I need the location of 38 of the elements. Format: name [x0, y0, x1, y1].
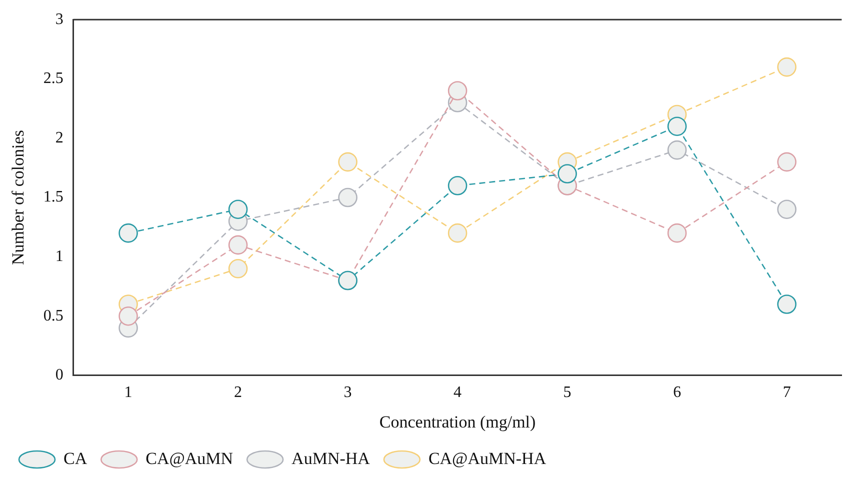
point: [448, 81, 468, 100]
point: [118, 223, 138, 243]
y-tick-label: 1.5: [43, 188, 64, 206]
x-tick-label: 2: [234, 384, 242, 402]
point: [448, 176, 468, 196]
legend-label: CA@AuMN-HA: [428, 448, 547, 468]
y-tick-label: 2: [55, 129, 64, 146]
point: [667, 140, 687, 160]
legend-label: CA@AuMN: [146, 448, 234, 468]
y-tick-label: 1: [55, 248, 64, 266]
x-tick-label: 3: [344, 384, 352, 402]
y-axis-title: Number of colonies: [8, 130, 28, 266]
legend-label: AuMN-HA: [292, 448, 371, 468]
point: [777, 152, 796, 172]
x-tick-label: 5: [563, 384, 572, 402]
y-tick-label: 3: [55, 10, 64, 28]
point: [777, 200, 796, 220]
point: [118, 306, 138, 326]
point: [667, 223, 687, 243]
point: [338, 188, 358, 208]
point: [777, 57, 796, 77]
point: [228, 200, 248, 220]
point: [667, 116, 687, 136]
point: [448, 223, 468, 243]
x-tick-label: 4: [454, 384, 462, 402]
x-axis-title: Concentration (mg/ml): [379, 412, 536, 432]
x-tick-label: 7: [782, 384, 791, 402]
y-tick-label: 0.5: [43, 307, 64, 324]
point: [558, 164, 577, 184]
x-tick-label: 1: [124, 384, 132, 402]
point: [228, 259, 248, 278]
point: [777, 294, 796, 314]
x-tick-label: 6: [673, 384, 682, 402]
point: [338, 152, 358, 172]
y-tick-label: 0: [55, 366, 64, 384]
legend-label: CA: [64, 448, 88, 468]
point: [228, 235, 248, 255]
y-tick-label: 2.5: [43, 70, 64, 88]
